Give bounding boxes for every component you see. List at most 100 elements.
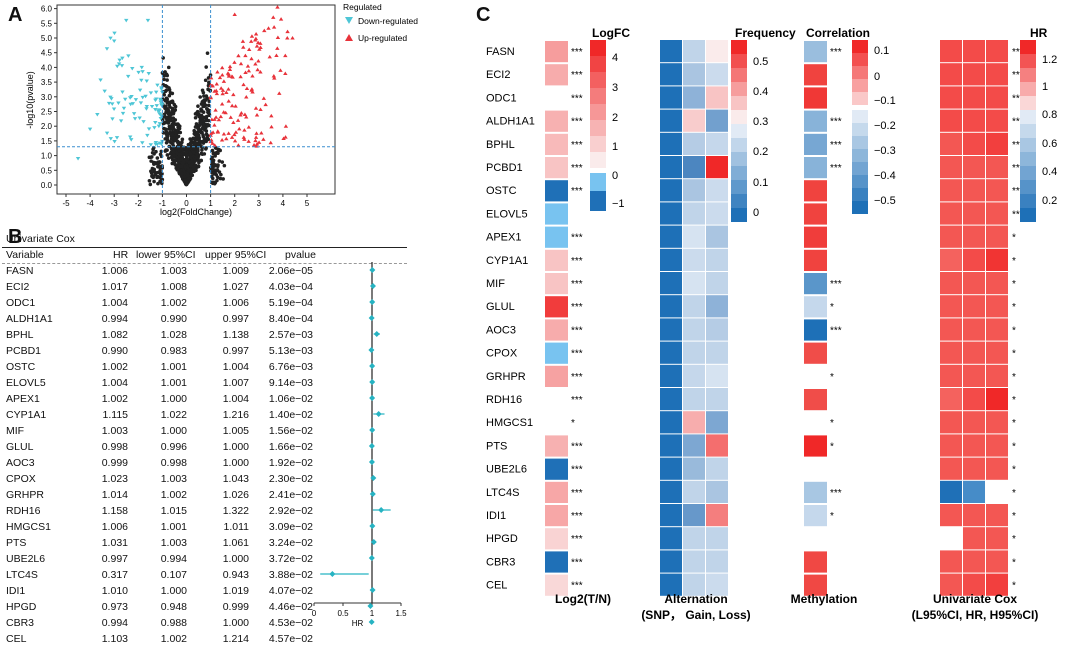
point-ns xyxy=(193,167,198,172)
point-ns xyxy=(210,165,215,170)
forest-point xyxy=(369,379,376,385)
methylation-star: * xyxy=(830,372,834,383)
cox-cell xyxy=(986,179,1008,202)
methylation-cell xyxy=(804,133,827,155)
point-down xyxy=(141,120,146,124)
point-up xyxy=(252,38,258,42)
row-upper: 1.214 xyxy=(222,633,249,645)
point-up xyxy=(226,74,232,78)
row-hr: 0.973 xyxy=(101,601,128,613)
row-lower: 1.002 xyxy=(160,489,187,501)
point-up xyxy=(248,39,254,43)
point-up xyxy=(249,87,255,91)
point-up xyxy=(261,137,266,141)
table-row: MIF 1.003 1.000 1.005 1.56e−02 xyxy=(2,424,407,440)
point-ns xyxy=(154,149,158,154)
forest-point xyxy=(368,347,375,353)
point-down xyxy=(146,71,151,76)
row-lower: 1.000 xyxy=(160,425,187,437)
row-upper: 1.043 xyxy=(222,473,249,485)
methylation-cell xyxy=(804,110,827,132)
alteration-cell xyxy=(683,40,705,63)
methylation-cell xyxy=(804,435,827,457)
logfc-star: *** xyxy=(571,186,583,197)
point-up xyxy=(208,75,214,80)
cox-cell xyxy=(940,63,962,86)
point-up xyxy=(253,61,258,66)
methylation-cell xyxy=(804,296,827,318)
header-variable: Variable xyxy=(6,249,44,261)
point-ns xyxy=(192,146,197,151)
row-upper: 1.007 xyxy=(222,377,249,389)
row-upper: 1.011 xyxy=(223,521,250,533)
row-upper: 0.997 xyxy=(222,345,249,357)
correlation-legend-swatch xyxy=(852,110,868,123)
table-row: AOC3 0.999 0.998 1.000 1.92e−02 xyxy=(2,456,407,472)
y-tick-label: 5.5 xyxy=(41,19,53,28)
cox-cell xyxy=(986,388,1008,411)
point-ns xyxy=(179,170,184,175)
row-pvalue: 1.40e−02 xyxy=(268,409,313,421)
x-tick-label: 2 xyxy=(232,199,237,208)
point-down xyxy=(153,142,158,147)
point-down xyxy=(144,104,150,109)
point-down xyxy=(108,36,113,41)
point-down xyxy=(116,101,121,105)
point-up xyxy=(229,135,235,139)
logfc-star: *** xyxy=(571,465,583,476)
point-down xyxy=(108,137,113,141)
point-ns xyxy=(210,176,215,181)
row-gene: GLUL xyxy=(6,441,34,453)
point-down xyxy=(110,102,115,106)
point-up xyxy=(226,72,231,76)
hr-legend-swatch xyxy=(1020,180,1036,194)
legend-down: Down-regulated xyxy=(358,16,418,26)
methylation-cell xyxy=(804,273,827,295)
point-up xyxy=(243,53,248,58)
alteration-cell xyxy=(660,132,682,155)
row-pvalue: 2.92e−02 xyxy=(268,505,313,517)
logfc-star: *** xyxy=(571,581,583,592)
point-ns xyxy=(164,96,169,101)
point-up xyxy=(258,107,263,112)
alteration-cell xyxy=(660,457,682,480)
x-tick-label: -4 xyxy=(87,199,95,208)
hr-legend-tick: 1 xyxy=(1042,81,1048,93)
table-row: ODC1 1.004 1.002 1.006 5.19e−04 xyxy=(2,296,407,312)
point-ns xyxy=(184,150,189,154)
hr-legend-swatch xyxy=(1020,110,1036,124)
point-up xyxy=(274,53,279,58)
point-up xyxy=(246,139,251,143)
frequency-legend-swatch xyxy=(731,82,747,96)
methylation-star: *** xyxy=(830,47,842,58)
point-up xyxy=(232,132,237,137)
point-ns xyxy=(158,165,162,170)
point-ns xyxy=(195,134,200,138)
cox-cell xyxy=(940,225,962,248)
point-up xyxy=(249,34,255,38)
row-hr: 1.003 xyxy=(101,425,128,437)
row-gene: CBR3 xyxy=(6,617,35,629)
cox-cell xyxy=(940,364,962,387)
cox-star: * xyxy=(1012,279,1016,290)
point-ns xyxy=(206,111,211,115)
point-ns xyxy=(199,128,203,133)
frequency-legend-swatch xyxy=(731,152,747,166)
logfc-cell xyxy=(545,110,568,132)
point-down xyxy=(120,56,125,61)
cox-cell xyxy=(963,411,985,434)
row-pvalue: 4.57e−02 xyxy=(268,633,313,645)
row-lower: 1.022 xyxy=(160,409,187,421)
cox-star: ** xyxy=(1012,209,1020,220)
logfc-cell xyxy=(545,203,568,225)
alteration-cell xyxy=(660,388,682,411)
row-gene: APEX1 xyxy=(6,393,40,405)
alteration-cell xyxy=(683,411,705,434)
row-pvalue: 2.41e−02 xyxy=(268,489,313,501)
point-up xyxy=(258,70,263,74)
point-up xyxy=(217,75,223,80)
cox-cell xyxy=(940,109,962,132)
point-ns xyxy=(166,121,171,125)
point-ns xyxy=(166,156,171,160)
gene-label: CPOX xyxy=(486,348,518,360)
